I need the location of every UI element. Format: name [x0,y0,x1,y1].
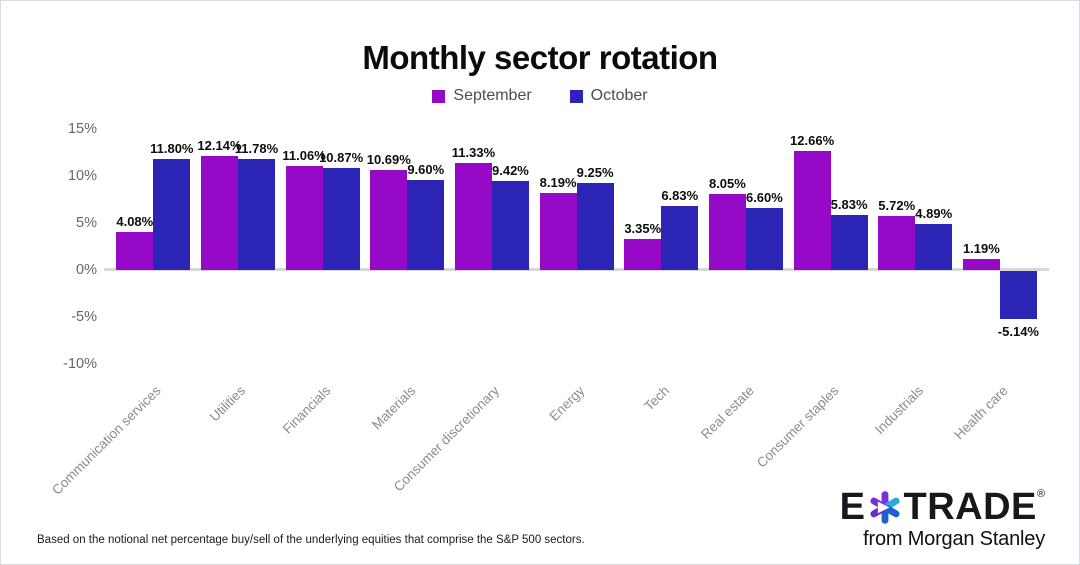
value-label: 10.69% [366,151,411,167]
value-label: 11.80% [150,141,194,157]
bar-october-utilities [237,159,275,270]
bar-september-materials [370,169,408,270]
bar-october-industrials [915,224,953,270]
value-label: 11.78% [234,141,279,157]
bar-september-utilities [200,155,238,270]
legend-label: September [453,87,532,104]
bar-september-consumer-staples [793,150,831,270]
y-tick-label: 5% [76,215,97,231]
legend-item-october: October [569,87,648,105]
value-label: 5.83% [830,197,868,213]
legend-item-september: September [432,87,532,105]
bar-october-communication-services [153,159,191,270]
bar-october-tech [661,205,699,270]
registered-trademark-icon: ® [1036,488,1045,500]
value-label: 6.60% [745,189,783,205]
value-label: 10.87% [319,149,364,165]
value-label: 4.89% [915,206,953,222]
y-tick-label: 0% [76,262,97,278]
etrade-logo: E TRADE ® [840,487,1045,527]
y-tick-label: 10% [67,168,97,184]
legend-swatch-september [432,89,446,103]
chart-legend: September October [1,87,1079,105]
brand-tagline: from Morgan Stanley [863,528,1045,550]
value-label: 9.42% [492,163,529,179]
value-label: 4.08% [116,213,154,229]
bar-october-health-care [999,271,1037,320]
value-label: 12.66% [790,132,835,148]
y-tick-label: -5% [71,309,97,325]
x-axis-label: Utilities [207,383,249,425]
bar-september-tech [624,238,662,270]
bar-october-materials [407,179,445,270]
value-label: 11.06% [282,148,326,164]
x-axis-label: Health care [951,383,1011,443]
legend-label: October [590,87,648,104]
chart-title: Monthly sector rotation [362,39,718,76]
value-label: 12.14% [197,137,242,153]
bar-october-real-estate [745,207,783,270]
logo-letters-trade: TRADE [903,486,1037,528]
x-axis-label: Materials [368,383,418,433]
bar-september-real-estate [708,194,746,270]
x-axis-label: Consumer staples [753,383,842,471]
y-tick-label: -10% [63,356,97,372]
x-axis-label: Financials [279,383,334,437]
bar-september-financials [285,166,323,270]
bar-september-communication-services [116,231,154,270]
value-label: 6.83% [661,187,699,203]
value-label: 5.72% [878,198,916,214]
x-axis-label: Communication services [49,383,164,498]
value-label: 1.19% [962,240,1000,256]
value-label: -5.14% [997,324,1039,340]
bar-september-energy [539,193,577,270]
value-label: 9.25% [576,165,614,181]
x-axis-label: Industrials [871,383,926,438]
x-axis-label: Real estate [697,383,757,442]
plot-area: 4.08% 11.80% Communication services 12.14% 1… [49,129,1049,498]
bar-october-consumer-staples [830,215,868,270]
value-label: 3.35% [624,220,662,236]
value-label: 11.33% [451,145,496,161]
y-tick-label: 15% [67,121,97,137]
value-label: 8.19% [539,175,577,190]
bar-september-consumer-discretionary [454,163,492,270]
bar-october-financials [322,167,360,270]
chart-footnote: Based on the notional net percentage buy… [37,534,585,546]
bar-october-consumer-discretionary [491,181,529,270]
x-axis-label: Tech [641,383,672,414]
bar-october-energy [576,183,614,270]
legend-swatch-october [569,89,583,103]
logo-letter-e: E [839,486,866,528]
x-axis-label: Energy [546,383,588,424]
etrade-asterisk-icon [869,491,900,524]
brand-block: E TRADE ® from Morgan Stanley [840,487,1046,551]
value-label: 9.60% [407,161,445,177]
bar-september-health-care [962,258,1000,270]
bar-september-industrials [878,216,916,270]
value-label: 8.05% [708,176,746,192]
